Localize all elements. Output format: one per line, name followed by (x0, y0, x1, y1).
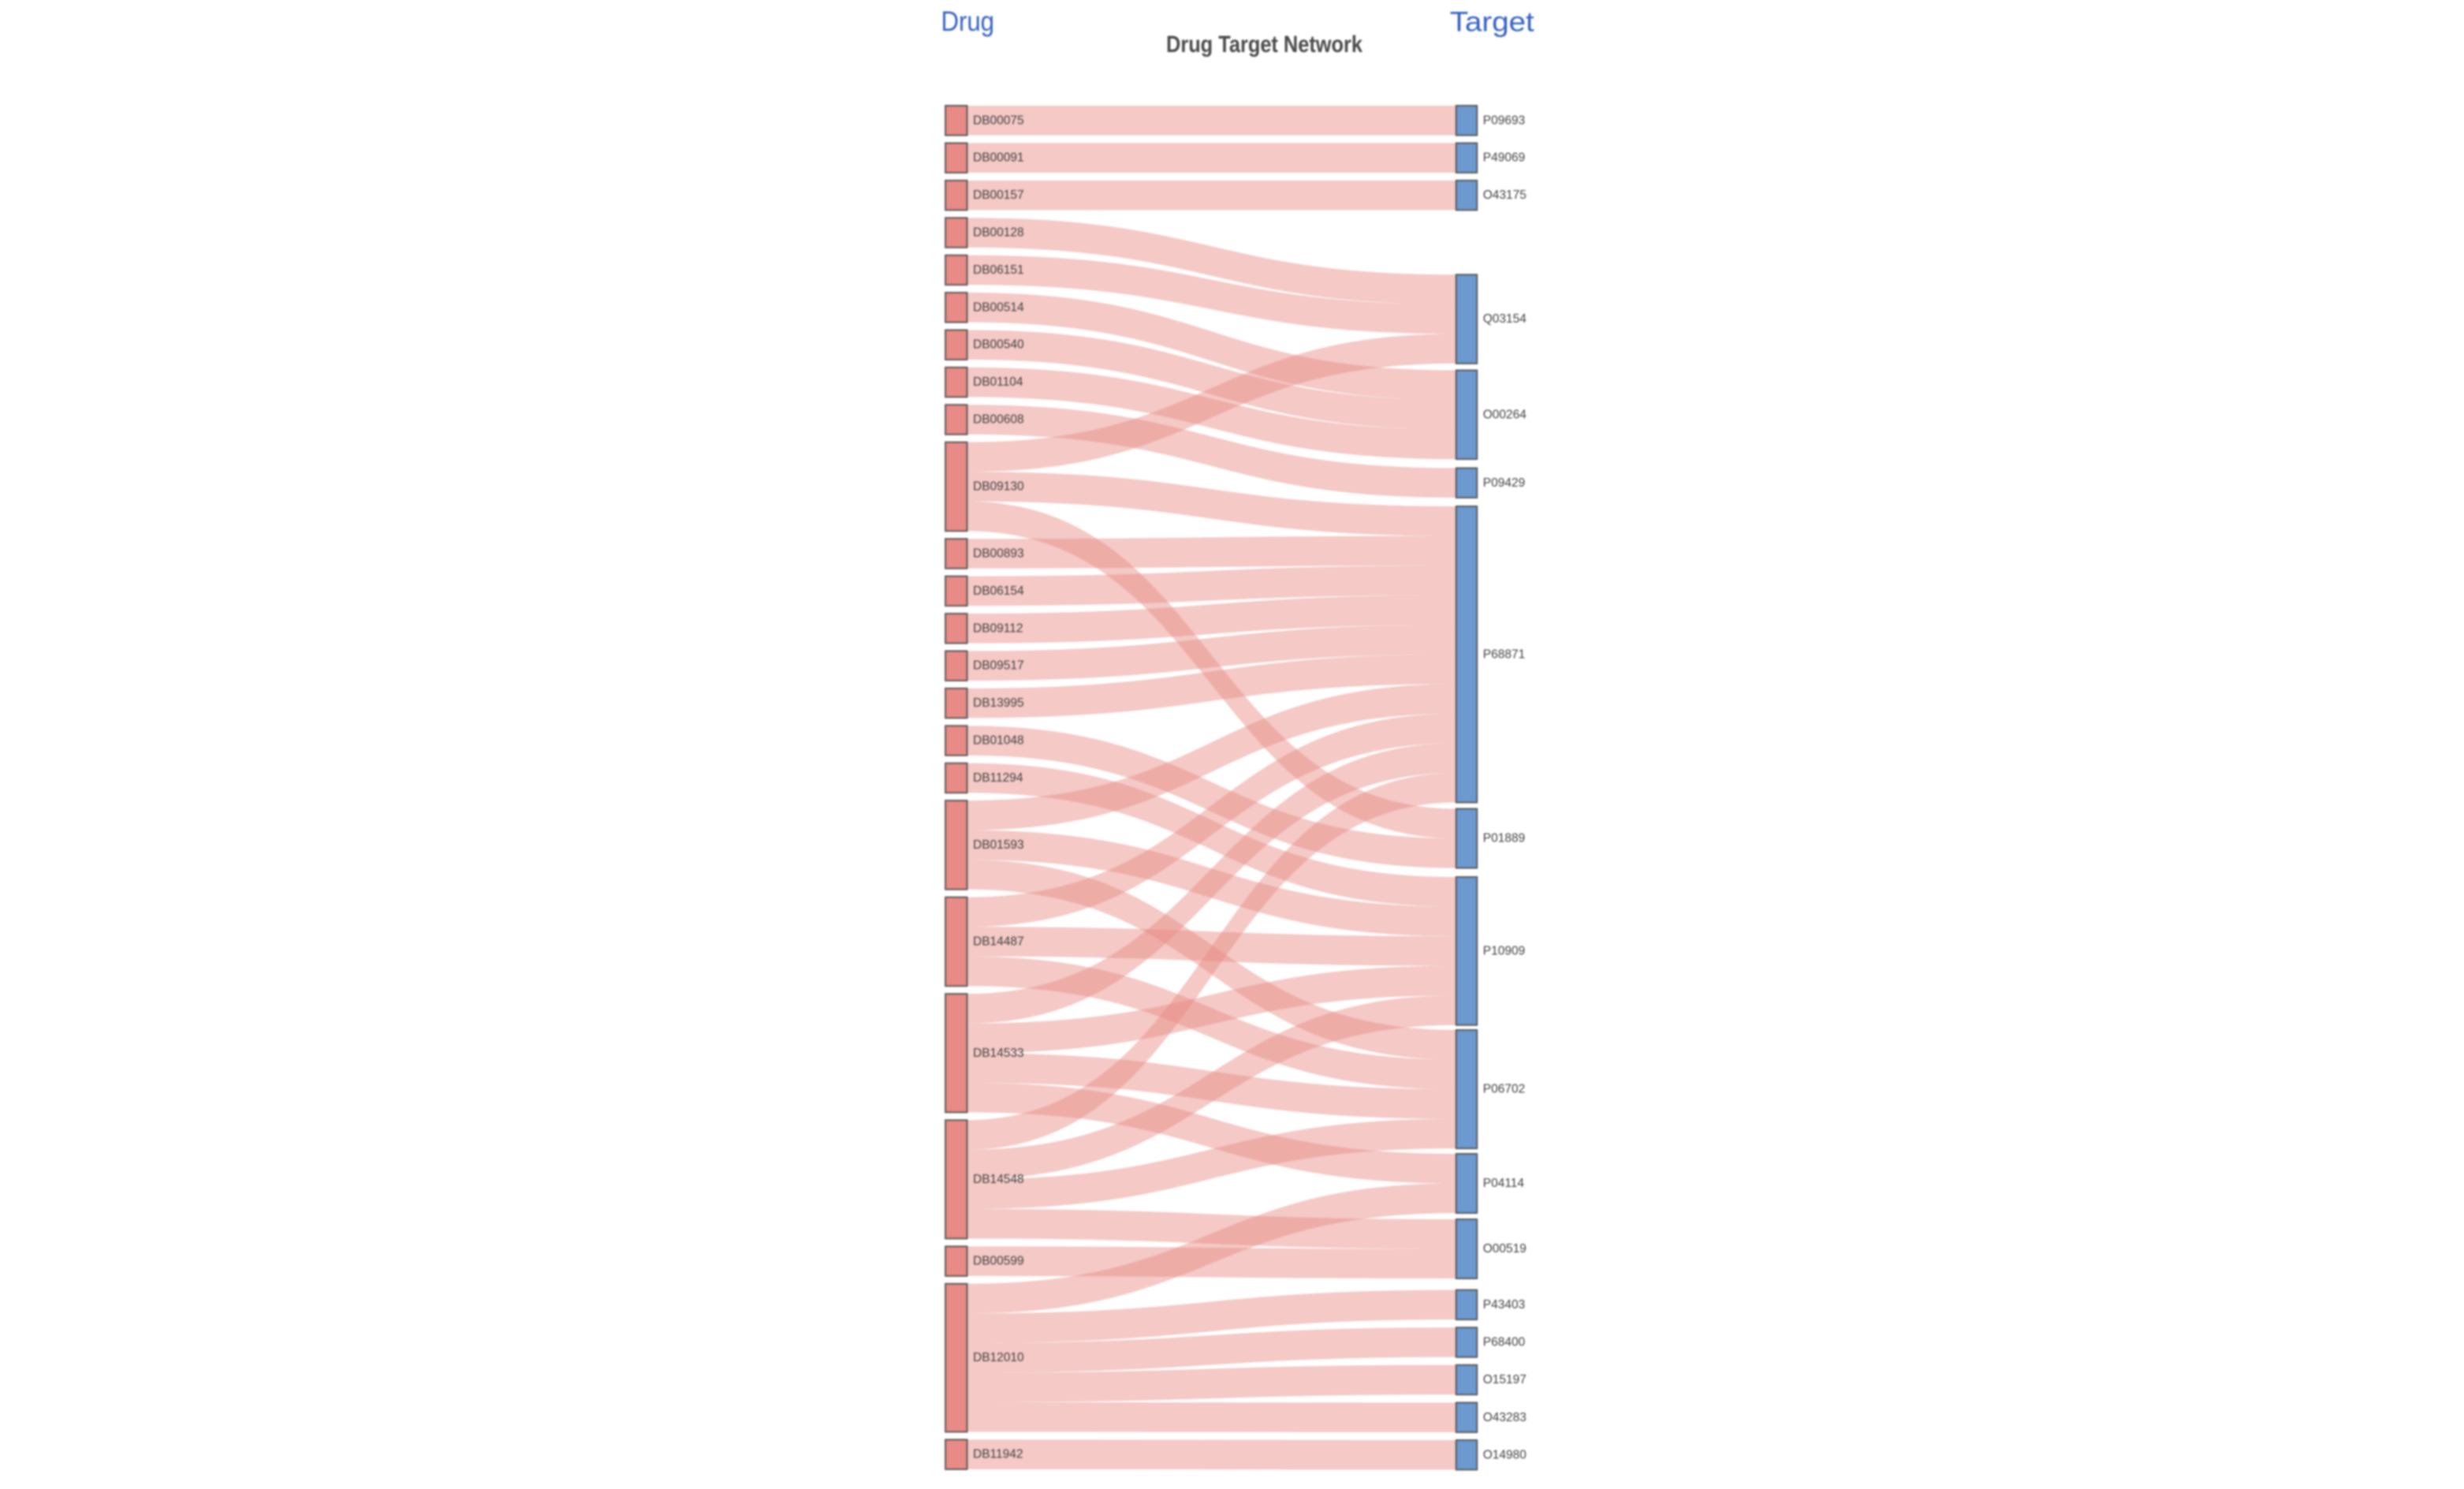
svg-text:DB00608: DB00608 (973, 413, 1024, 427)
svg-text:P04114: P04114 (1483, 1177, 1525, 1190)
svg-text:P01889: P01889 (1483, 832, 1525, 845)
svg-text:O15197: O15197 (1483, 1373, 1526, 1386)
svg-text:DB00128: DB00128 (973, 226, 1024, 240)
svg-text:O43175: O43175 (1483, 188, 1526, 202)
svg-text:DB06154: DB06154 (973, 584, 1024, 598)
svg-text:DB12010: DB12010 (973, 1351, 1024, 1364)
svg-text:O00264: O00264 (1483, 408, 1527, 421)
svg-text:Target: Target (1450, 7, 1534, 38)
svg-text:P09429: P09429 (1483, 476, 1525, 490)
svg-text:P10909: P10909 (1483, 944, 1525, 957)
svg-text:P68400: P68400 (1483, 1336, 1526, 1349)
svg-text:O00519: O00519 (1483, 1242, 1526, 1256)
svg-text:DB00091: DB00091 (973, 151, 1024, 165)
svg-text:DB00540: DB00540 (973, 338, 1024, 352)
svg-text:P09693: P09693 (1483, 114, 1525, 127)
svg-text:DB01048: DB01048 (973, 734, 1024, 748)
svg-text:DB01104: DB01104 (973, 375, 1023, 389)
svg-text:P06702: P06702 (1483, 1083, 1525, 1096)
svg-text:DB00157: DB00157 (973, 188, 1024, 202)
svg-text:DB00893: DB00893 (973, 547, 1024, 561)
svg-text:DB14548: DB14548 (973, 1173, 1024, 1186)
svg-text:DB00514: DB00514 (973, 300, 1024, 314)
svg-text:P68871: P68871 (1483, 647, 1525, 661)
svg-text:DB00599: DB00599 (973, 1255, 1024, 1268)
svg-text:DB00075: DB00075 (973, 114, 1024, 127)
svg-text:DB11942: DB11942 (973, 1448, 1023, 1461)
svg-text:P49069: P49069 (1483, 151, 1525, 165)
svg-text:DB09112: DB09112 (973, 621, 1023, 635)
svg-text:DB13995: DB13995 (973, 696, 1024, 710)
svg-text:DB11294: DB11294 (973, 771, 1023, 785)
svg-text:Drug Target Network: Drug Target Network (1166, 32, 1362, 58)
svg-text:DB01593: DB01593 (973, 838, 1024, 852)
svg-text:DB14487: DB14487 (973, 935, 1024, 948)
svg-text:O43283: O43283 (1483, 1411, 1526, 1424)
svg-text:P43403: P43403 (1483, 1298, 1525, 1312)
svg-text:O14980: O14980 (1483, 1448, 1527, 1461)
svg-text:Q03154: Q03154 (1483, 312, 1527, 326)
svg-text:Drug: Drug (941, 6, 995, 37)
svg-text:DB06151: DB06151 (973, 263, 1024, 277)
svg-text:DB09130: DB09130 (973, 480, 1024, 494)
svg-text:DB09517: DB09517 (973, 659, 1024, 673)
svg-text:DB14533: DB14533 (973, 1047, 1024, 1060)
